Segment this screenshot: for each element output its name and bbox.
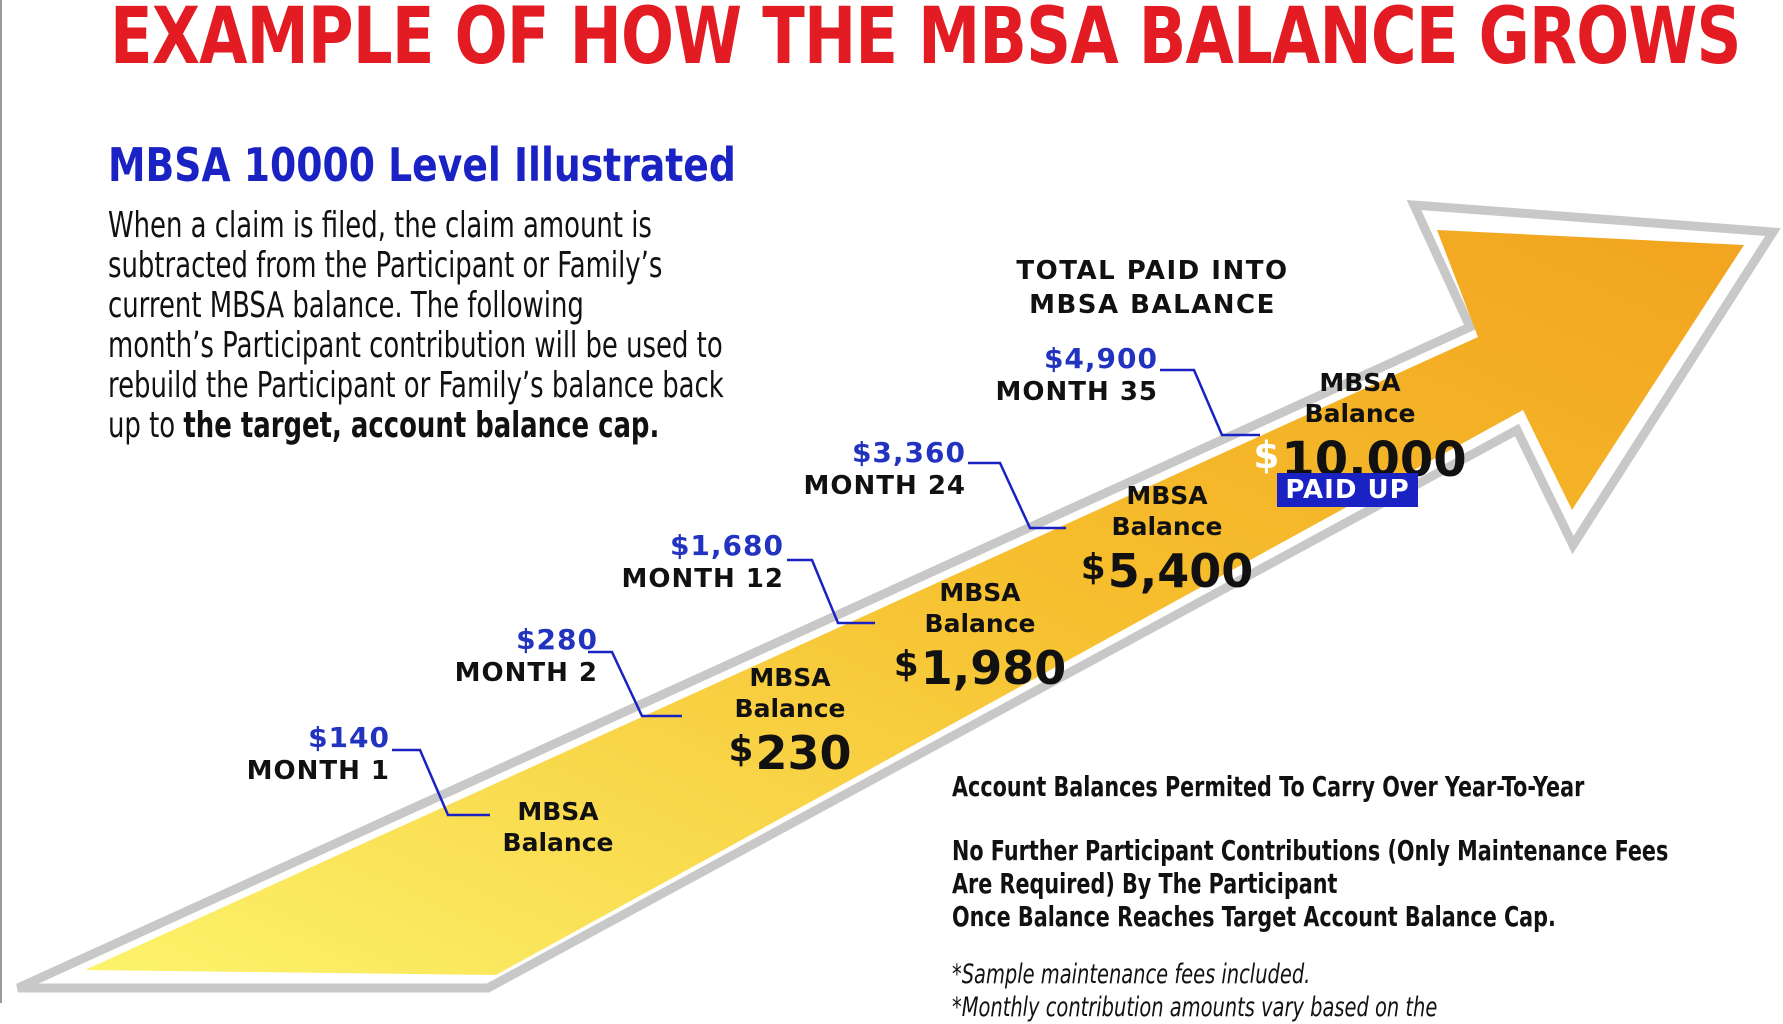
milestone-month-24: $3,360 MONTH 24 <box>778 437 966 503</box>
balance-month-35: MBSA Balance $10,000 <box>1245 367 1475 486</box>
fine-print: *Sample maintenance fees included. *Mont… <box>952 958 1437 1024</box>
page-title: EXAMPLE OF HOW THE MBSA BALANCE GROWS <box>110 0 1742 82</box>
intro-line: rebuild the Participant or Family’s bala… <box>108 365 724 406</box>
milestone-month-2: $280 MONTH 2 <box>430 624 598 690</box>
balance-label: MBSA <box>1126 481 1208 510</box>
note-line: Account Balances Permited To Carry Over … <box>952 770 1585 803</box>
balance-label: Balance <box>1304 399 1416 428</box>
milestone-month-35: $4,900 MONTH 35 <box>970 343 1158 409</box>
currency-symbol: $ <box>728 729 754 770</box>
intro-line: up to the target, account balance cap. <box>108 406 886 446</box>
leader-line <box>588 650 682 718</box>
currency-symbol: $ <box>1080 547 1106 588</box>
milestone-amount: $3,360 <box>851 436 966 469</box>
paid-up-badge: PAID UP <box>1277 473 1418 507</box>
balance-label: Balance <box>734 694 846 723</box>
balance-label: Balance <box>1111 512 1223 541</box>
intro-line: subtracted from the Participant or Famil… <box>108 245 663 286</box>
balance-label: MBSA <box>749 663 831 692</box>
total-paid-line: MBSA BALANCE <box>1029 290 1276 320</box>
note-paragraph: No Further Participant Contributions (On… <box>952 834 1669 933</box>
milestone-month: MONTH 2 <box>454 658 598 688</box>
milestone-month: MONTH 12 <box>621 564 784 594</box>
intro-line: month’s Participant contribution will be… <box>108 325 723 366</box>
balance-month-12: MBSA Balance $1,980 <box>880 577 1080 694</box>
balance-label: Balance <box>502 828 614 857</box>
intro-paragraph: When a claim is filed, the claim amount … <box>108 206 886 446</box>
milestone-month: MONTH 35 <box>995 377 1158 407</box>
intro-line: When a claim is filed, the claim amount … <box>108 205 652 246</box>
milestone-amount: $280 <box>516 623 598 656</box>
balance-label: Balance <box>924 609 1036 638</box>
total-paid-label: TOTAL PAID INTO MBSA BALANCE <box>1010 254 1295 322</box>
note-line: Once Balance Reaches Target Account Bala… <box>952 900 1556 933</box>
left-edge-rule <box>0 0 2 1003</box>
balance-month-2: MBSA Balance $230 <box>700 662 880 779</box>
total-paid-line: TOTAL PAID INTO <box>1016 256 1289 286</box>
growth-arrow <box>16 199 1781 993</box>
leader-line <box>1160 368 1260 437</box>
currency-symbol: $ <box>1253 433 1280 477</box>
intro-bold-phrase: the target, account balance cap. <box>183 405 660 446</box>
arrow-outline <box>16 199 1781 993</box>
section-subtitle: MBSA 10000 Level Illustrated <box>108 138 736 192</box>
note-line: Are Required) By The Participant <box>952 867 1338 900</box>
milestone-month: MONTH 24 <box>803 471 966 501</box>
milestone-amount: $140 <box>308 721 390 754</box>
balance-value: $5,400 <box>1062 542 1272 597</box>
balance-label: MBSA <box>939 578 1021 607</box>
note-line: No Further Participant Contributions (On… <box>952 834 1669 867</box>
balance-label: MBSA <box>517 797 599 826</box>
currency-symbol: $ <box>893 644 919 685</box>
milestone-month-12: $1,680 MONTH 12 <box>600 530 784 596</box>
leader-line <box>787 558 875 625</box>
notes-block: Account Balances Permited To Carry Over … <box>952 770 1669 964</box>
balance-amount: 5,400 <box>1107 543 1254 598</box>
balance-value: $1,980 <box>880 639 1080 694</box>
intro-last-prefix: up to <box>108 405 184 446</box>
balance-value: $230 <box>700 724 880 779</box>
milestone-amount: $1,680 <box>669 529 784 562</box>
milestone-amount: $4,900 <box>1043 342 1158 375</box>
milestone-month-1: $140 MONTH 1 <box>230 722 390 788</box>
balance-month-24: MBSA Balance $5,400 <box>1062 480 1272 597</box>
arrow-body <box>85 230 1744 975</box>
balance-amount: 1,980 <box>920 640 1067 695</box>
balance-label: MBSA <box>1319 368 1401 397</box>
fine-print-line: *Monthly contribution amounts vary based… <box>952 992 1438 1023</box>
leader-line <box>392 748 490 817</box>
milestone-month: MONTH 1 <box>246 756 390 786</box>
balance-amount: 230 <box>755 725 852 780</box>
intro-line: current MBSA balance. The following <box>108 285 584 326</box>
balance-month-1: MBSA Balance <box>488 796 628 858</box>
fine-print-line: *Sample maintenance fees included. <box>952 959 1311 990</box>
leader-lines <box>392 368 1260 817</box>
leader-line <box>968 461 1066 530</box>
note-paragraph: Account Balances Permited To Carry Over … <box>952 770 1588 803</box>
